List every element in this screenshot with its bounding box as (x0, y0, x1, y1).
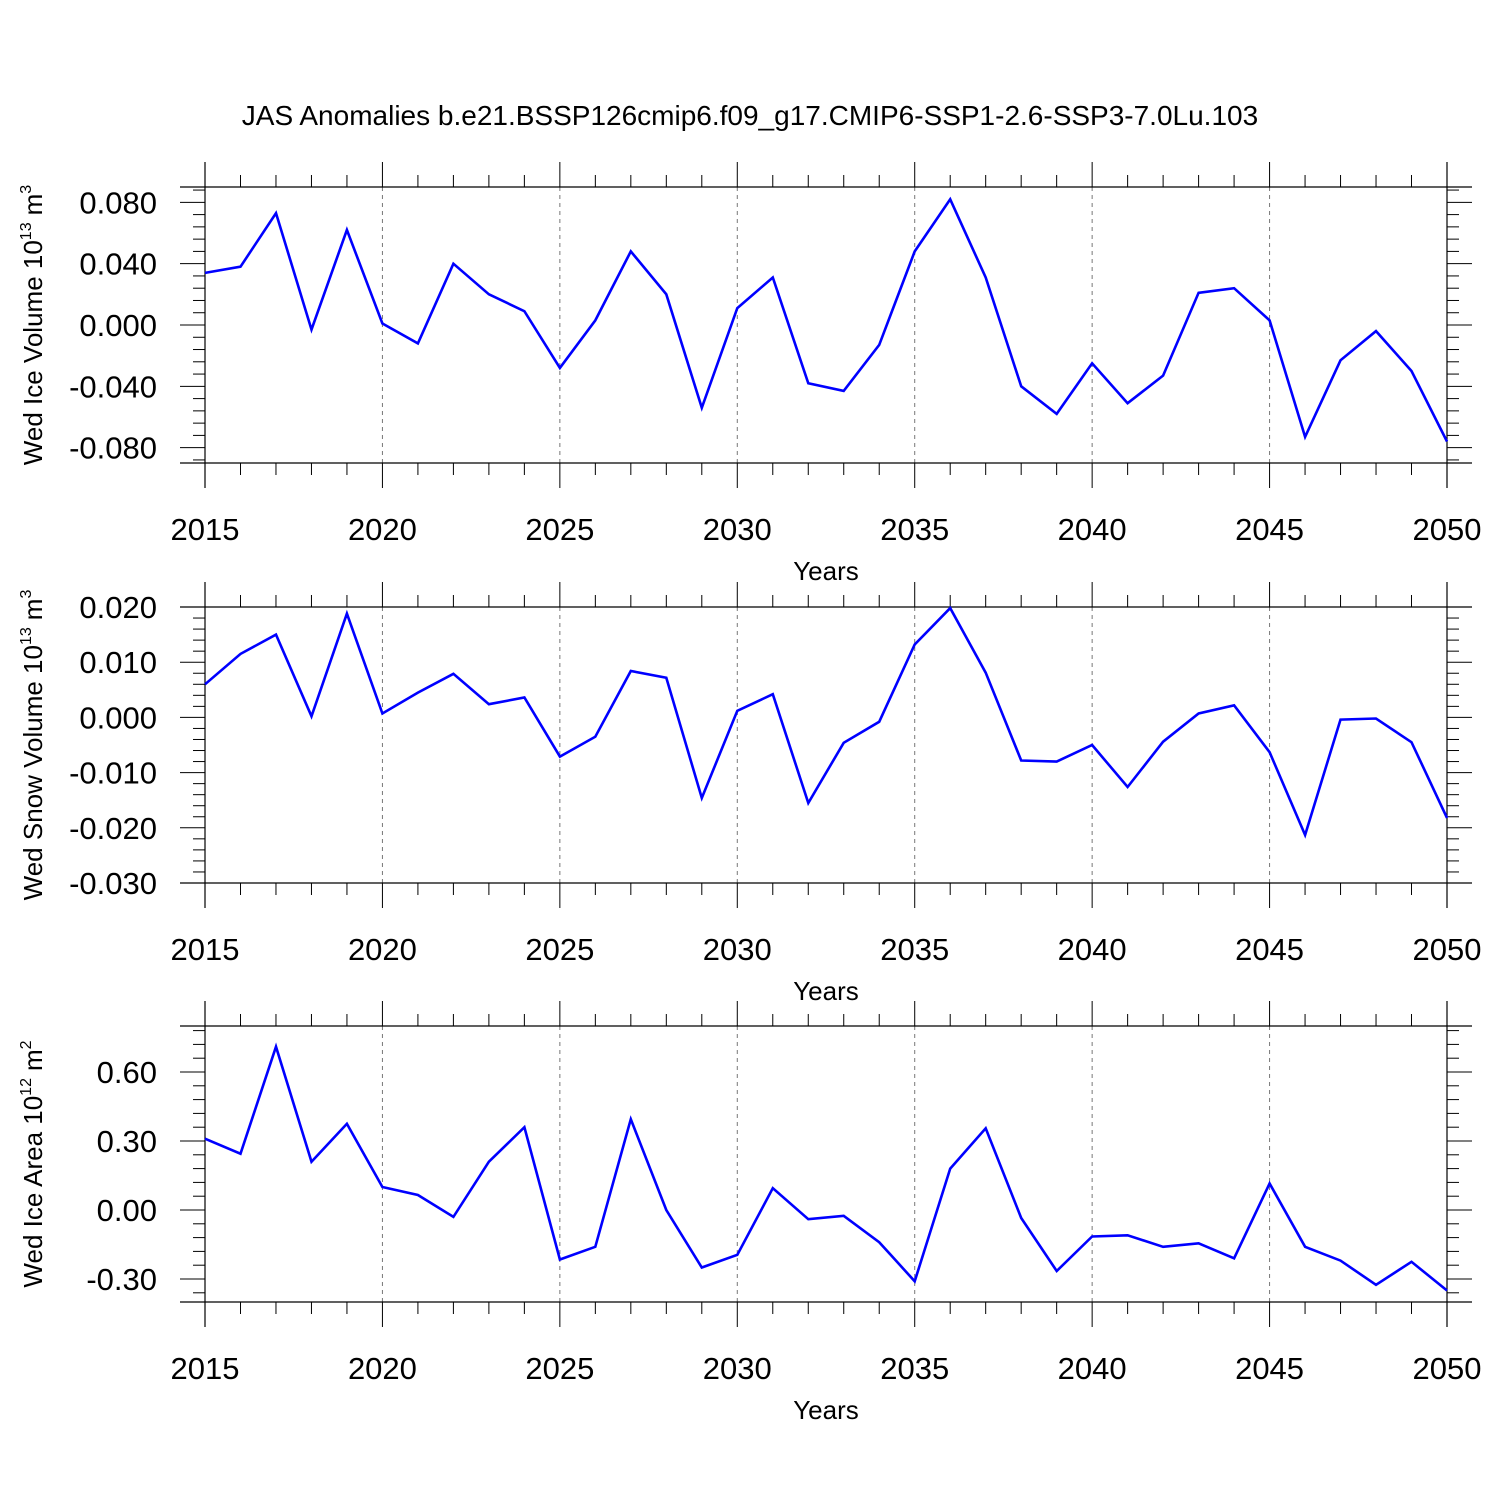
y-tick-label: -0.30 (86, 1262, 157, 1297)
x-tick-label: 2015 (171, 932, 240, 967)
y-tick-label: 0.000 (79, 308, 157, 343)
panel-1: -0.080 -0.040 0.000 0.040 0.080 2015 2020 2025 2… (18, 162, 1481, 586)
x-tick-label: 2040 (1058, 1351, 1127, 1386)
y-tick-label: 0.30 (97, 1124, 157, 1159)
y-tick-label: 0.020 (79, 590, 157, 625)
x-tick-label: 2040 (1058, 932, 1127, 967)
x-axis-label: Years (793, 1395, 859, 1425)
series-line (204, 1042, 1448, 1292)
x-tick-label: 2045 (1235, 932, 1304, 967)
x-tick-label: 2045 (1235, 1351, 1304, 1386)
x-tick-label: 2040 (1058, 512, 1127, 547)
x-tick-label: 2035 (880, 512, 949, 547)
y-tick-label: 0.60 (97, 1055, 157, 1090)
x-tick-label: 2050 (1413, 1351, 1482, 1386)
x-tick-label: 2020 (348, 512, 417, 547)
y-tick-label: 0.080 (79, 185, 157, 220)
x-axis-label: Years (793, 976, 859, 1006)
x-tick-label: 2020 (348, 1351, 417, 1386)
x-tick-label: 2035 (880, 1351, 949, 1386)
x-tick-label: 2030 (703, 1351, 772, 1386)
y-axis-label: Wed Ice Area 1012m2 (18, 1040, 48, 1287)
y-axis-label: Wed Ice Volume 1013m3 (18, 185, 48, 465)
y-axis-label: Wed Snow Volume 1013m3 (18, 590, 48, 901)
series-line (204, 196, 1449, 443)
y-tick-label: -0.010 (69, 756, 157, 791)
x-tick-label: 2020 (348, 932, 417, 967)
x-tick-label: 2015 (171, 512, 240, 547)
x-tick-label: 2025 (525, 932, 594, 967)
y-tick-label: 0.00 (97, 1193, 157, 1228)
y-tick-label: -0.080 (69, 431, 157, 466)
y-tick-label: 0.010 (79, 645, 157, 680)
panels-group: -0.080 -0.040 0.000 0.040 0.080 2015 2020 2025 2… (18, 162, 1481, 1425)
panel-2: -0.030 -0.020 -0.010 0.000 0.010 0.020 2015 202… (18, 582, 1481, 1006)
x-tick-label: 2050 (1413, 512, 1482, 547)
x-tick-label: 2035 (880, 932, 949, 967)
x-tick-label: 2025 (525, 1351, 594, 1386)
x-axis-label: Years (793, 556, 859, 586)
panel-3: -0.30 0.00 0.30 0.60 2015 2020 2025 2030 2035 204… (18, 1001, 1481, 1425)
chart-title: JAS Anomalies b.e21.BSSP126cmip6.f09_g17… (242, 100, 1258, 131)
x-tick-label: 2015 (171, 1351, 240, 1386)
x-tick-label: 2030 (703, 932, 772, 967)
y-tick-label: -0.030 (69, 866, 157, 901)
y-tick-label: -0.040 (69, 369, 157, 404)
y-tick-label: 0.000 (79, 700, 157, 735)
x-tick-label: 2045 (1235, 512, 1304, 547)
x-tick-label: 2050 (1413, 932, 1482, 967)
series-line (204, 605, 1449, 839)
x-tick-label: 2030 (703, 512, 772, 547)
x-tick-label: 2025 (525, 512, 594, 547)
y-tick-label: 0.040 (79, 247, 157, 282)
y-tick-label: -0.020 (69, 811, 157, 846)
